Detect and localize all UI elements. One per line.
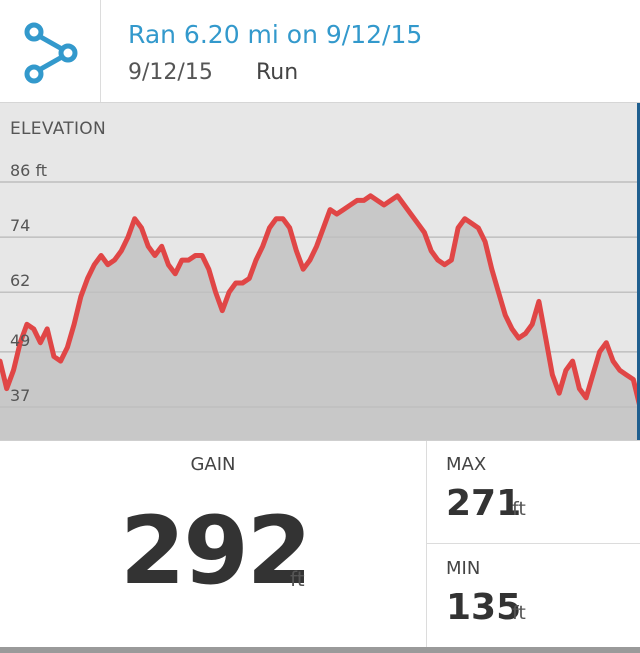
max-value: 271 bbox=[446, 483, 522, 524]
gain-value: 292 bbox=[120, 497, 312, 606]
gain-stat: GAIN 292 ft bbox=[0, 441, 427, 647]
activity-header: Ran 6.20 mi on 9/12/15 9/12/15 Run bbox=[0, 0, 640, 103]
max-label: MAX bbox=[446, 454, 487, 475]
gain-label: GAIN bbox=[190, 454, 236, 475]
min-unit: ft bbox=[512, 602, 526, 624]
max-unit: ft bbox=[512, 498, 526, 520]
activity-date: 9/12/15 bbox=[128, 60, 213, 85]
y-tick-label: 37 bbox=[10, 386, 30, 405]
elevation-area bbox=[0, 195, 640, 440]
chart-title: ELEVATION bbox=[10, 119, 107, 139]
y-tick-label: 62 bbox=[10, 271, 30, 290]
y-tick-label: 74 bbox=[10, 216, 30, 235]
bottom-bar bbox=[0, 647, 640, 653]
elevation-chart: 86 ft 74 62 49 37 ELEVATION bbox=[0, 103, 640, 441]
stats-panel: GAIN 292 ft MAX 271 ft MIN 135 ft bbox=[0, 441, 640, 647]
max-stat: MAX 271 ft bbox=[427, 441, 640, 544]
elevation-chart-svg: 86 ft 74 62 49 37 bbox=[0, 103, 640, 440]
route-icon bbox=[24, 22, 78, 84]
elevation-line bbox=[0, 193, 640, 410]
min-value: 135 bbox=[446, 587, 522, 628]
y-tick-label: 86 ft bbox=[10, 161, 47, 180]
activity-type: Run bbox=[256, 60, 299, 85]
min-stat: MIN 135 ft bbox=[427, 544, 640, 647]
gain-unit: ft bbox=[290, 567, 305, 591]
min-label: MIN bbox=[446, 558, 481, 579]
scroll-edge bbox=[637, 103, 640, 440]
activity-title: Ran 6.20 mi on 9/12/15 bbox=[128, 20, 423, 49]
y-tick-label: 49 bbox=[10, 331, 30, 350]
route-icon-container[interactable] bbox=[0, 0, 101, 102]
